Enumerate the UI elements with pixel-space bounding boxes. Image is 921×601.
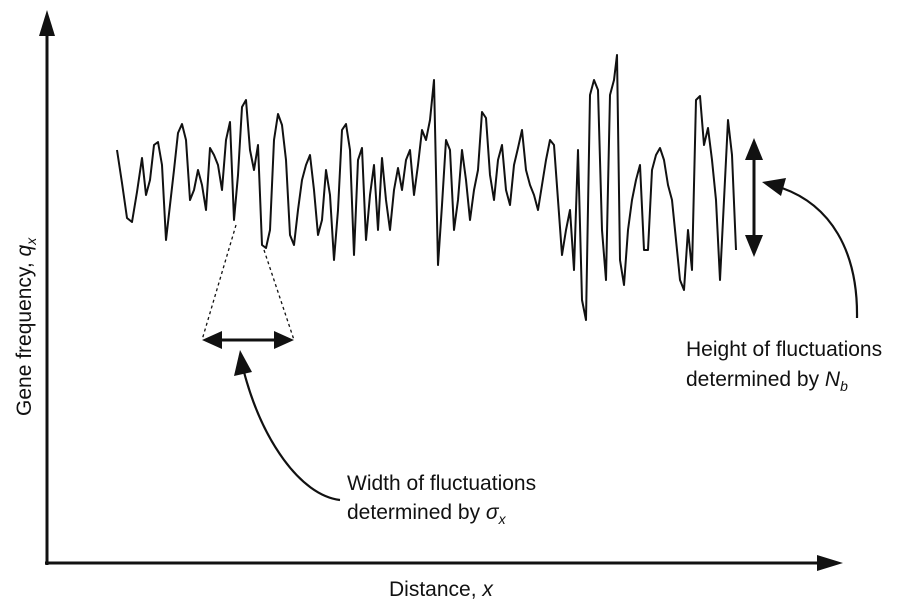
width-annotation-line1: Width of fluctuations xyxy=(347,472,536,495)
height-annotation-line2: determined by Nb xyxy=(686,368,848,394)
height-arrowhead-top xyxy=(745,138,763,160)
width-annotation-line2: determined by σx xyxy=(347,501,507,527)
height-pointer-curve xyxy=(781,186,859,319)
height-annotation-line1: Height of fluctuations xyxy=(686,338,882,361)
height-pointer-arrowhead xyxy=(762,178,786,196)
width-guide-left xyxy=(201,224,237,341)
width-pointer-arrowhead xyxy=(234,350,252,376)
width-arrowhead-right xyxy=(274,331,294,349)
x-axis-label: Distance, x xyxy=(389,578,494,601)
width-pointer-curve xyxy=(242,371,341,502)
width-arrowhead-left xyxy=(202,331,222,349)
y-axis-arrowhead xyxy=(39,10,55,36)
gene-frequency-curve xyxy=(116,54,737,321)
width-guide-right xyxy=(263,249,295,341)
y-axis-label: Gene frequency, qx xyxy=(13,237,39,416)
x-axis-arrowhead xyxy=(817,555,843,571)
height-arrowhead-bottom xyxy=(745,235,763,257)
